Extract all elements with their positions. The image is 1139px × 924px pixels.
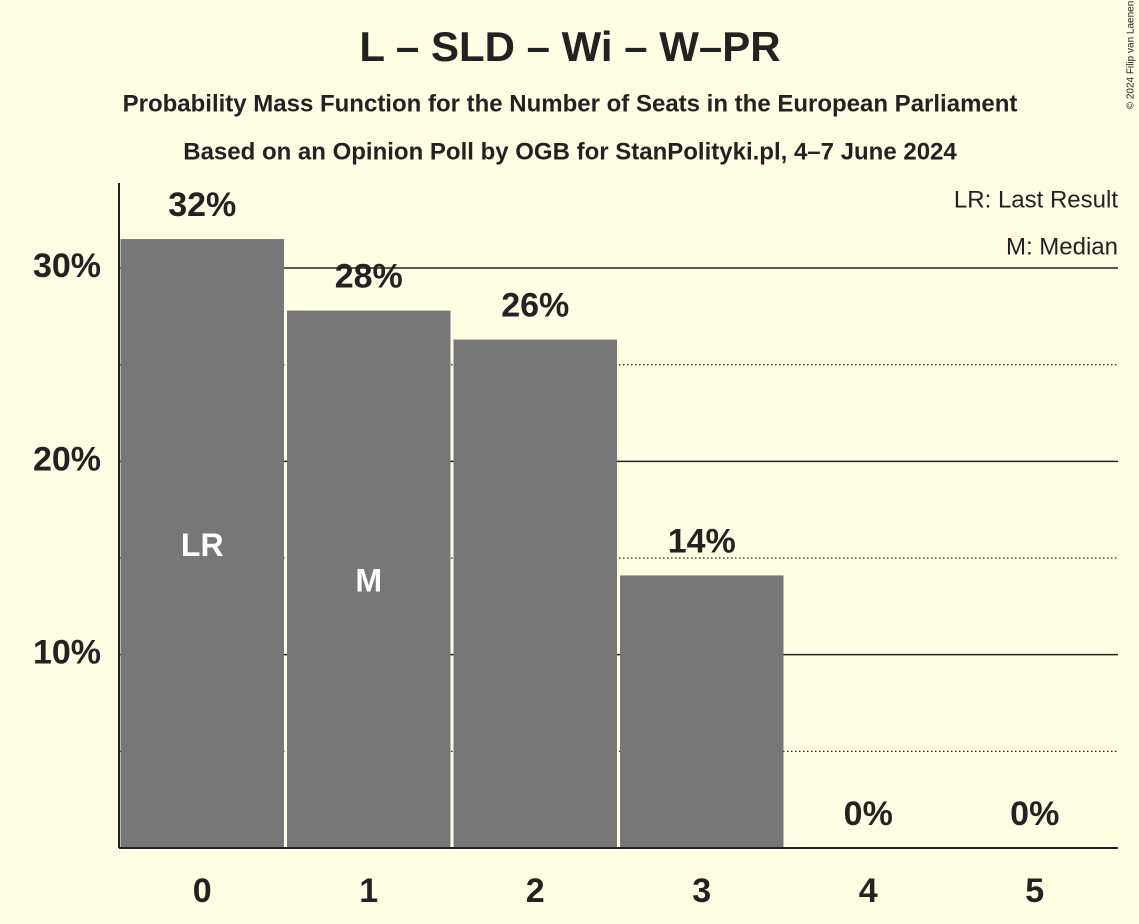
legend-entry: LR: Last Result xyxy=(954,186,1118,213)
x-tick-label: 2 xyxy=(526,872,545,910)
chart-subtitle: Probability Mass Function for the Number… xyxy=(123,90,1018,117)
bar-annotation: LR xyxy=(181,527,224,563)
value-label: 0% xyxy=(1010,795,1059,833)
bar xyxy=(287,310,451,848)
chart-subtitle: Based on an Opinion Poll by OGB for Stan… xyxy=(183,138,957,165)
y-tick-label: 10% xyxy=(33,634,101,672)
value-label: 0% xyxy=(844,795,893,833)
bar xyxy=(620,575,784,848)
legend-entry: M: Median xyxy=(1006,233,1118,260)
x-tick-label: 3 xyxy=(692,872,711,910)
value-label: 14% xyxy=(668,522,736,560)
x-tick-label: 4 xyxy=(859,872,878,910)
value-label: 26% xyxy=(501,287,569,325)
x-tick-label: 5 xyxy=(1025,872,1044,910)
x-tick-label: 1 xyxy=(359,872,378,910)
bar xyxy=(453,339,617,848)
credit: © 2024 Filip van Laenen xyxy=(1126,1,1137,110)
value-label: 32% xyxy=(168,186,236,224)
y-tick-label: 30% xyxy=(33,247,101,285)
value-label: 28% xyxy=(335,258,403,296)
y-tick-label: 20% xyxy=(33,440,101,478)
chart-title: L – SLD – Wi – W–PR xyxy=(359,23,780,70)
bar-annotation: M xyxy=(355,563,382,599)
bar xyxy=(120,239,284,849)
x-tick-label: 0 xyxy=(193,872,212,910)
